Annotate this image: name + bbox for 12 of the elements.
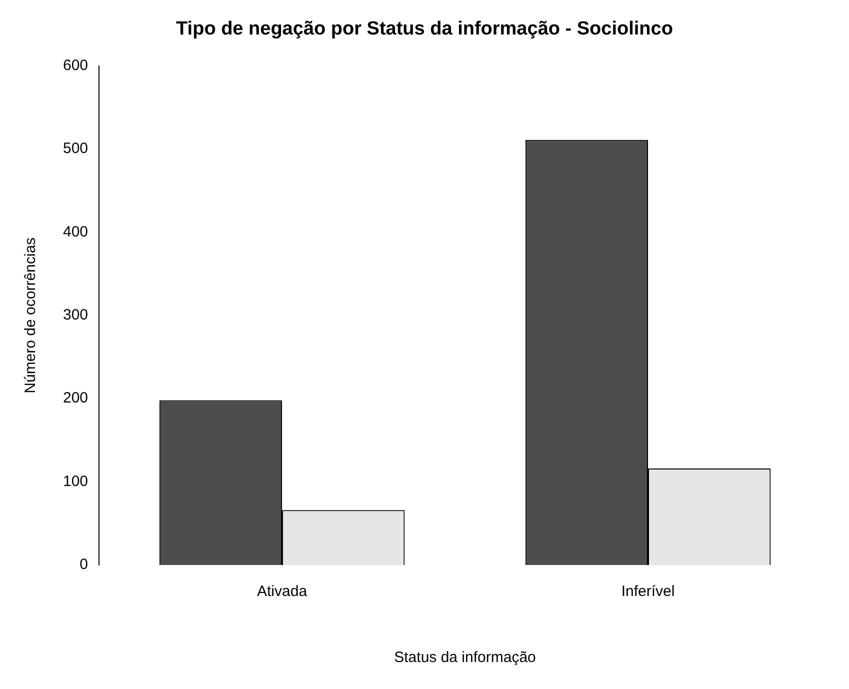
- y-tick-label: 200: [62, 390, 88, 407]
- x-tick-label: Inferível: [621, 583, 675, 600]
- y-tick-label: 100: [62, 472, 88, 490]
- x-axis-title: Status da informação: [394, 649, 536, 666]
- chart-title: Tipo de negação por Status da informação - Sociolinco: [176, 18, 673, 40]
- y-tick-label: 400: [62, 223, 88, 240]
- y-tick-label: 0: [80, 556, 88, 574]
- x-tick-label: Ativada: [256, 583, 308, 600]
- y-tick-label: 300: [62, 306, 88, 324]
- y-tick-label: 600: [62, 56, 88, 74]
- y-axis-title: Número de ocorrências: [22, 237, 40, 394]
- y-tick-label: 500: [62, 140, 88, 158]
